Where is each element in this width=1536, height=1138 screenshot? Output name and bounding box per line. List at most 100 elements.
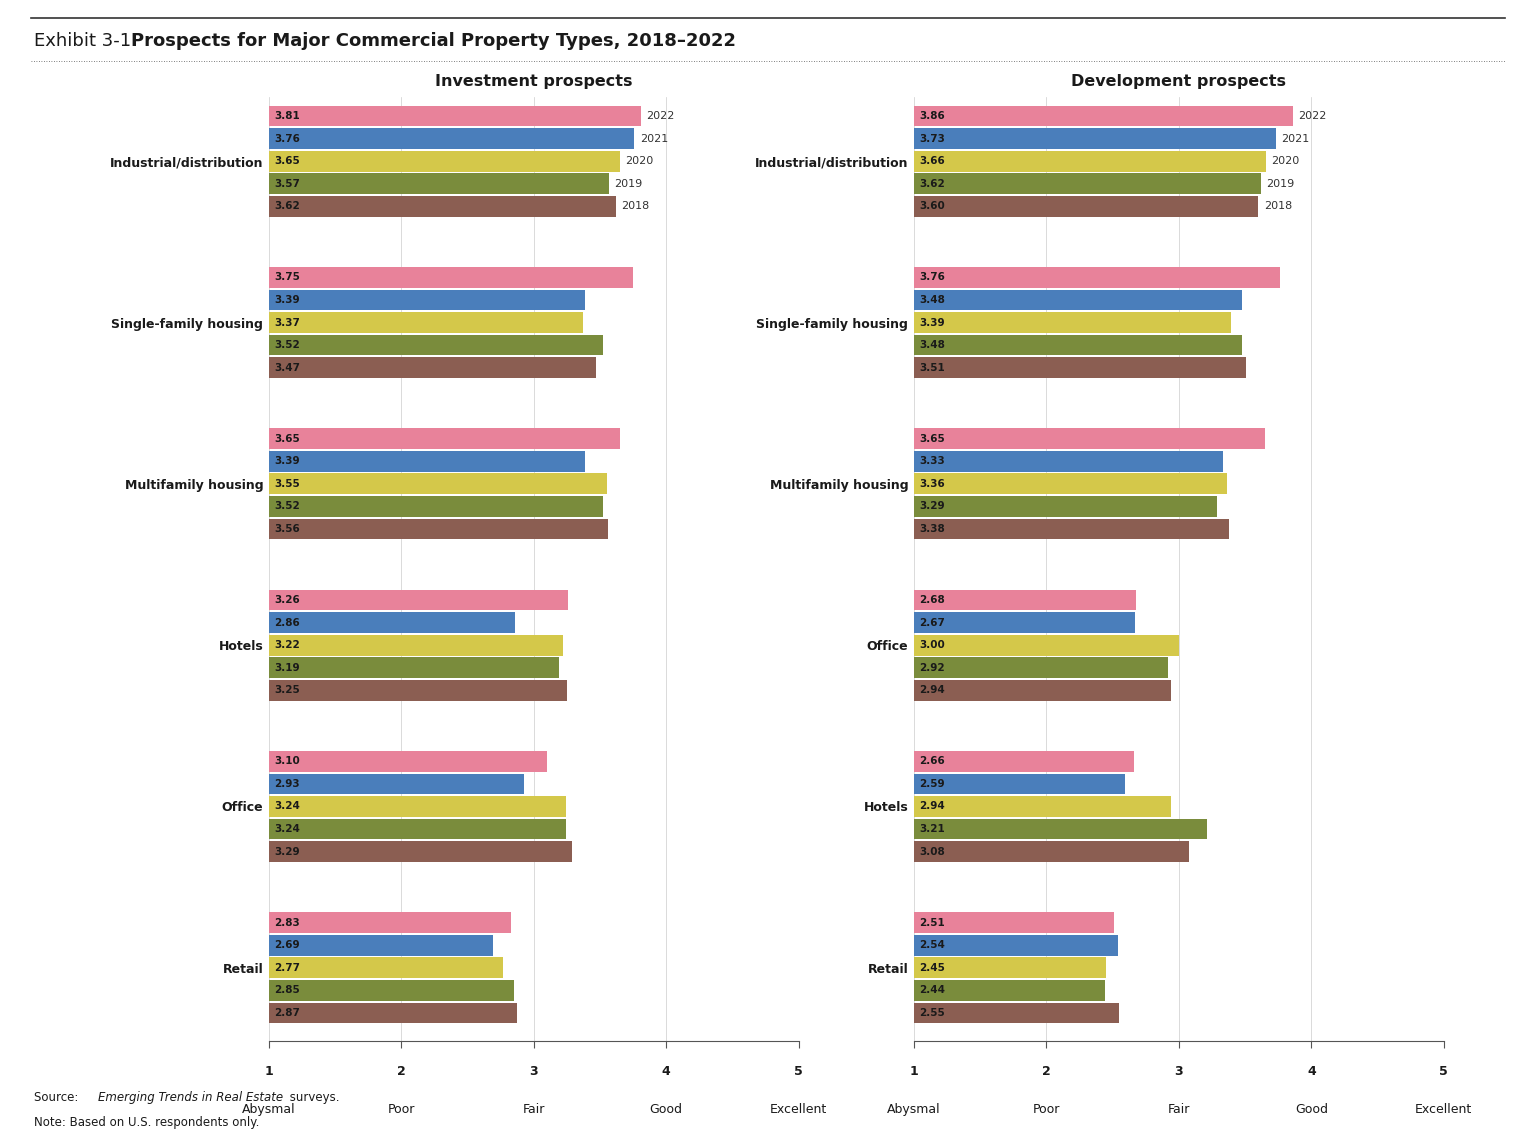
Text: 2.44: 2.44 xyxy=(919,986,945,996)
Text: 2.85: 2.85 xyxy=(273,986,300,996)
Text: 2.68: 2.68 xyxy=(919,595,945,605)
Text: 3.29: 3.29 xyxy=(273,847,300,857)
Bar xyxy=(914,173,1261,195)
Text: 3.52: 3.52 xyxy=(273,502,300,511)
Text: 2022: 2022 xyxy=(647,112,674,121)
Text: 2021: 2021 xyxy=(639,133,668,143)
Bar xyxy=(914,589,1137,610)
Text: 3.26: 3.26 xyxy=(273,595,300,605)
Bar xyxy=(269,797,565,817)
Text: Poor: Poor xyxy=(387,1103,415,1115)
Bar xyxy=(914,519,1229,539)
Bar xyxy=(269,519,608,539)
Text: 3.76: 3.76 xyxy=(919,272,945,282)
Bar xyxy=(269,935,493,956)
Bar xyxy=(914,980,1104,1000)
Text: 3.39: 3.39 xyxy=(919,318,945,328)
Text: Source:: Source: xyxy=(34,1091,81,1104)
Text: 3.37: 3.37 xyxy=(273,318,300,328)
Text: 3.81: 3.81 xyxy=(273,112,300,121)
Text: 3.75: 3.75 xyxy=(273,272,300,282)
Text: 2019: 2019 xyxy=(1266,179,1295,189)
Text: 2018: 2018 xyxy=(1264,201,1292,212)
Text: 2.66: 2.66 xyxy=(919,757,945,766)
Bar xyxy=(269,612,515,633)
Text: 3.08: 3.08 xyxy=(919,847,945,857)
Text: 2.59: 2.59 xyxy=(919,778,945,789)
Bar xyxy=(269,451,585,471)
Bar xyxy=(914,612,1135,633)
Text: 3.33: 3.33 xyxy=(919,456,945,467)
Text: 3: 3 xyxy=(530,1065,538,1078)
Bar xyxy=(914,797,1170,817)
Bar xyxy=(269,106,641,126)
Text: Poor: Poor xyxy=(1032,1103,1060,1115)
Bar xyxy=(269,818,565,840)
Bar xyxy=(914,635,1178,655)
Text: Fair: Fair xyxy=(1167,1103,1190,1115)
Text: 3.38: 3.38 xyxy=(919,523,945,534)
Bar xyxy=(914,679,1170,701)
Text: 3.52: 3.52 xyxy=(273,340,300,351)
Bar xyxy=(914,935,1118,956)
Bar xyxy=(914,106,1293,126)
Text: 4: 4 xyxy=(662,1065,671,1078)
Text: 2020: 2020 xyxy=(1272,156,1299,166)
Text: 3.56: 3.56 xyxy=(273,523,300,534)
Title: Development prospects: Development prospects xyxy=(1072,74,1286,89)
Text: Fair: Fair xyxy=(522,1103,545,1115)
Text: 3.29: 3.29 xyxy=(919,502,945,511)
Text: 3.21: 3.21 xyxy=(919,824,945,834)
Bar xyxy=(914,913,1114,933)
Text: 3.65: 3.65 xyxy=(273,434,300,444)
Text: 3.76: 3.76 xyxy=(273,133,300,143)
Text: Abysmal: Abysmal xyxy=(243,1103,295,1115)
Text: 2.54: 2.54 xyxy=(919,940,945,950)
Bar xyxy=(914,841,1189,861)
Bar xyxy=(914,818,1207,840)
Bar xyxy=(269,151,621,172)
Bar xyxy=(269,129,634,149)
Bar xyxy=(269,428,621,450)
Text: 2.69: 2.69 xyxy=(273,940,300,950)
Text: 2.45: 2.45 xyxy=(919,963,945,973)
Bar xyxy=(269,289,585,311)
Text: 3.51: 3.51 xyxy=(919,363,945,372)
Bar xyxy=(914,496,1218,517)
Bar xyxy=(269,751,547,772)
Text: 3.60: 3.60 xyxy=(919,201,945,212)
Text: 3.19: 3.19 xyxy=(273,662,300,673)
Bar xyxy=(914,151,1266,172)
Text: 1: 1 xyxy=(264,1065,273,1078)
Text: 2: 2 xyxy=(1041,1065,1051,1078)
Text: 3.57: 3.57 xyxy=(273,179,300,189)
Bar xyxy=(914,451,1223,471)
Text: 2.55: 2.55 xyxy=(919,1008,945,1017)
Text: 3.73: 3.73 xyxy=(919,133,945,143)
Text: 3.65: 3.65 xyxy=(273,156,300,166)
Text: 3.48: 3.48 xyxy=(919,340,945,351)
Text: 2.77: 2.77 xyxy=(273,963,300,973)
Bar xyxy=(269,913,511,933)
Bar xyxy=(269,841,573,861)
Text: 2.67: 2.67 xyxy=(919,618,945,628)
Bar xyxy=(269,196,616,216)
Text: 3.36: 3.36 xyxy=(919,479,945,489)
Bar xyxy=(269,774,524,794)
Text: Emerging Trends in Real Estate: Emerging Trends in Real Estate xyxy=(98,1091,284,1104)
Text: 2021: 2021 xyxy=(1281,133,1309,143)
Text: 2.93: 2.93 xyxy=(273,778,300,789)
Text: 2018: 2018 xyxy=(621,201,650,212)
Bar xyxy=(269,267,633,288)
Text: Excellent: Excellent xyxy=(1415,1103,1473,1115)
Text: Prospects for Major Commercial Property Types, 2018–2022: Prospects for Major Commercial Property … xyxy=(131,32,736,50)
Bar xyxy=(269,980,515,1000)
Text: Exhibit 3-1: Exhibit 3-1 xyxy=(34,32,143,50)
Bar xyxy=(269,679,567,701)
Text: 2.92: 2.92 xyxy=(919,662,945,673)
Text: Abysmal: Abysmal xyxy=(888,1103,940,1115)
Bar xyxy=(914,473,1227,494)
Bar xyxy=(914,428,1266,450)
Bar xyxy=(914,751,1134,772)
Bar xyxy=(914,267,1279,288)
